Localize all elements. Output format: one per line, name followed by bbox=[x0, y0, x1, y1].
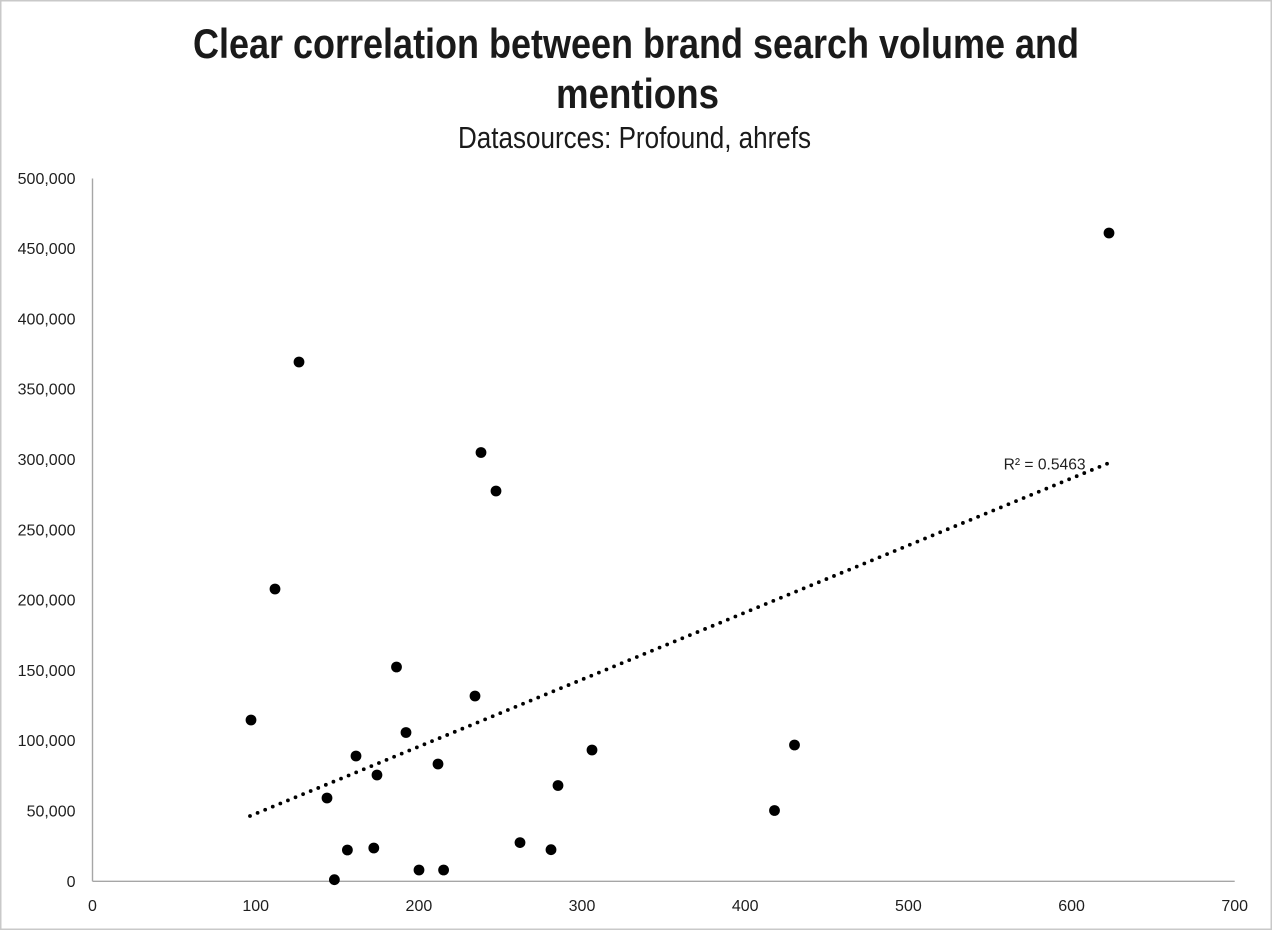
svg-text:150,000: 150,000 bbox=[18, 663, 76, 680]
svg-text:R² = 0.5463: R² = 0.5463 bbox=[1004, 457, 1086, 474]
svg-text:Clear correlation between bran: Clear correlation between brand search v… bbox=[193, 20, 1079, 67]
svg-text:50,000: 50,000 bbox=[27, 804, 76, 821]
svg-text:700: 700 bbox=[1221, 898, 1248, 915]
svg-text:450,000: 450,000 bbox=[18, 241, 76, 258]
svg-text:600: 600 bbox=[1058, 898, 1085, 915]
svg-text:Datasources: Profound, ahrefs: Datasources: Profound, ahrefs bbox=[458, 120, 811, 155]
svg-text:100,000: 100,000 bbox=[18, 733, 76, 750]
svg-text:400: 400 bbox=[732, 898, 759, 915]
svg-text:200,000: 200,000 bbox=[18, 593, 76, 610]
svg-text:200: 200 bbox=[406, 898, 433, 915]
svg-text:350,000: 350,000 bbox=[18, 382, 76, 399]
svg-text:0: 0 bbox=[88, 898, 97, 915]
svg-text:300: 300 bbox=[569, 898, 596, 915]
svg-text:500: 500 bbox=[895, 898, 922, 915]
svg-text:300,000: 300,000 bbox=[18, 452, 76, 469]
svg-text:mentions: mentions bbox=[556, 70, 719, 117]
svg-text:100: 100 bbox=[242, 898, 269, 915]
svg-text:500,000: 500,000 bbox=[18, 171, 76, 188]
svg-text:250,000: 250,000 bbox=[18, 522, 76, 539]
svg-text:400,000: 400,000 bbox=[18, 311, 76, 328]
svg-text:0: 0 bbox=[67, 874, 76, 891]
